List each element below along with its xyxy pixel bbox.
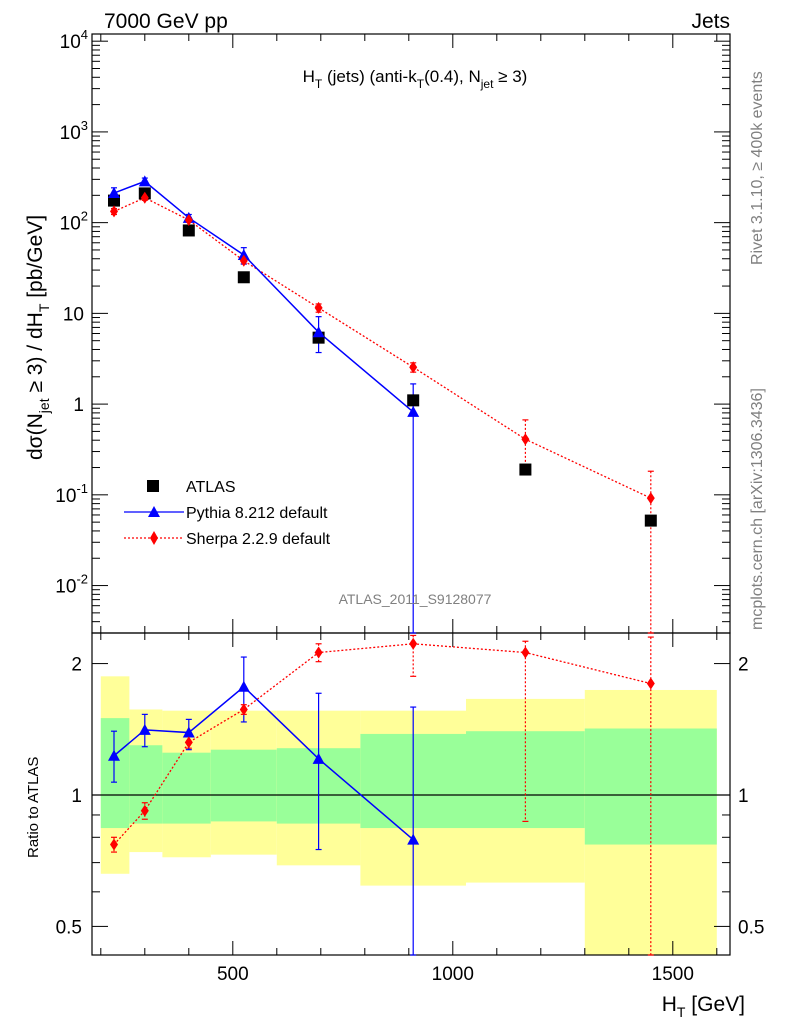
legend: ATLAS Pythia 8.212 default Sherpa 2.2.9 … — [124, 479, 331, 548]
ratio-band-inner — [210, 749, 277, 822]
y-tick-label: 102 — [60, 209, 88, 235]
ratio-pythia-point — [312, 752, 325, 764]
pythia-point — [138, 175, 151, 187]
ratio-sherpa-point — [239, 703, 248, 716]
ratio-uncertainty-bands — [92, 676, 730, 955]
legend-marker-atlas — [147, 480, 159, 492]
x-tick-label: 500 — [217, 964, 249, 985]
pythia-point — [237, 248, 250, 260]
y-tick-label: 10 — [63, 304, 84, 325]
sherpa-point — [239, 254, 248, 267]
ratio-sherpa-point — [110, 838, 118, 851]
y-tick-label: 10-2 — [55, 572, 88, 598]
sherpa-point — [110, 205, 118, 218]
legend-marker-sherpa — [150, 531, 158, 545]
ratio-pythia-point — [108, 749, 120, 761]
ratio-sherpa-point — [140, 804, 149, 817]
y-tick-label: 1 — [73, 395, 84, 416]
sherpa-point — [140, 191, 149, 204]
atlas-point — [407, 394, 420, 407]
legend-label-pythia: Pythia 8.212 default — [186, 505, 328, 522]
pythia-line — [113, 180, 414, 413]
axis-ticks: 500 1000 1500 10-2 10-1 1 10 102 103 104 0.5 0.5 1 1 2… — [55, 27, 764, 985]
ratio-pythia-point — [407, 833, 420, 845]
legend-label-sherpa: Sherpa 2.2.9 default — [186, 531, 331, 548]
legend-label-atlas: ATLAS — [186, 479, 236, 496]
legend-marker-pythia — [148, 506, 160, 517]
atlas-point — [519, 463, 532, 476]
sherpa-point — [409, 361, 418, 374]
atlas-point — [182, 224, 195, 237]
y-axis-label: dσ(Njet ≥ 3) / dHT [pb/GeV] — [24, 215, 52, 460]
y-tick-label: 10-1 — [55, 481, 88, 507]
ratio-y-axis-label: Ratio to ATLAS — [25, 757, 42, 858]
plot-title: HT (jets) (anti-kT(0.4), Njet ≥ 3) — [303, 67, 528, 91]
header-left: 7000 GeV pp — [104, 10, 228, 33]
y-tick-label: 103 — [60, 118, 88, 144]
ratio-pythia-point — [182, 726, 195, 738]
mcplots-label: mcplots.cern.ch [arXiv:1306.3436] — [749, 388, 766, 630]
sherpa-line — [113, 197, 652, 499]
ratio-band-inner — [162, 752, 211, 824]
pythia-point — [407, 405, 420, 417]
ratio-sherpa-point — [314, 646, 323, 659]
ratio-tick-label-left: 1 — [71, 786, 82, 807]
ratio-tick-label-left: 2 — [71, 655, 82, 676]
pythia-point — [312, 326, 325, 338]
ratio-tick-label-left: 0.5 — [56, 917, 82, 938]
ratio-band-inner — [466, 731, 585, 829]
ratio-sherpa-point — [521, 646, 530, 659]
ratio-sherpa-point — [409, 637, 418, 650]
ratio-band-inner — [100, 718, 130, 829]
sherpa-point — [184, 213, 193, 226]
x-tick-label: 1000 — [432, 964, 474, 985]
sherpa-point — [521, 433, 530, 446]
ratio-tick-label-right: 0.5 — [738, 917, 764, 938]
atlas-point — [644, 514, 657, 527]
x-tick-label: 1500 — [652, 964, 694, 985]
ratio-sherpa-point — [646, 677, 655, 690]
ratio-tick-label-right: 1 — [738, 786, 749, 807]
ratio-tick-label-right: 2 — [738, 655, 749, 676]
sherpa-point — [314, 301, 323, 314]
pythia-point — [108, 187, 120, 199]
x-axis-label: HT [GeV] — [662, 993, 745, 1020]
analysis-watermark: ATLAS_2011_S9128077 — [339, 591, 492, 607]
ratio-sherpa-point — [184, 736, 193, 749]
ratio-sherpa-line — [113, 643, 651, 845]
header-right: Jets — [691, 10, 730, 33]
ratio-pythia-point — [138, 723, 151, 735]
data-series — [108, 175, 657, 956]
atlas-point — [237, 271, 250, 284]
ratio-pythia-point — [237, 680, 250, 692]
rivet-label: Rivet 3.1.10, ≥ 400k events — [749, 71, 766, 265]
y-tick-label: 104 — [60, 27, 88, 53]
sherpa-point — [646, 492, 655, 505]
